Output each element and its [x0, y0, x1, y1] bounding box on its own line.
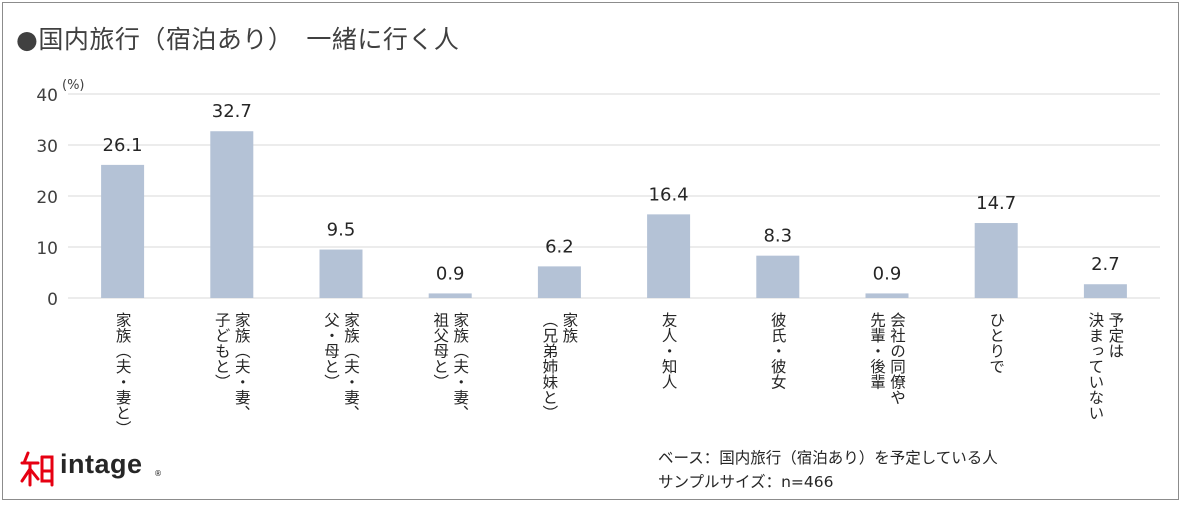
- bar: [101, 164, 145, 298]
- y-tick-label: 20: [36, 188, 58, 208]
- bar: [865, 293, 909, 298]
- y-tick-label: 30: [36, 137, 58, 157]
- data-label: 32.7: [212, 101, 252, 122]
- category-label: 会社の同僚や: [888, 312, 906, 406]
- intage-logo: intage ®: [18, 447, 168, 489]
- data-label: 0.9: [436, 263, 465, 284]
- bar: [319, 249, 363, 298]
- y-tick-label: 40: [36, 86, 58, 106]
- y-tick-label: 10: [36, 239, 58, 259]
- bar: [210, 131, 254, 298]
- category-label: 友人・知人: [660, 312, 678, 390]
- intage-logo-text: intage: [60, 449, 143, 479]
- bar: [428, 293, 472, 298]
- intage-logo-mark: ®: [154, 469, 162, 478]
- data-label: 14.7: [976, 193, 1016, 214]
- category-label: （兄弟姉妹と）: [540, 312, 558, 421]
- category-label: 決まっていない: [1086, 312, 1104, 421]
- category-label: 家族（夫・妻、: [342, 312, 360, 421]
- bar: [756, 255, 800, 298]
- footnote-sample: サンプルサイズ：n=466: [658, 473, 834, 491]
- data-label: 26.1: [103, 135, 143, 156]
- category-label: 先輩・後輩: [868, 312, 886, 390]
- category-label: 予定は: [1106, 312, 1124, 359]
- category-label: 父・母と）: [322, 312, 340, 390]
- category-label: 家族: [560, 312, 578, 344]
- data-label: 0.9: [873, 263, 902, 284]
- y-axis-unit: (%): [62, 78, 85, 93]
- category-label: 祖父母と）: [431, 312, 449, 390]
- bar: [974, 223, 1018, 298]
- category-label: 家族（夫・妻、: [233, 312, 251, 421]
- data-label: 2.7: [1091, 254, 1120, 275]
- data-label: 8.3: [763, 226, 792, 247]
- data-label: 9.5: [327, 220, 356, 241]
- category-label: 子どもと）: [213, 312, 231, 390]
- chart-title: ●国内旅行（宿泊あり） 一緒に行く人: [16, 25, 460, 54]
- category-label: 彼氏・彼女: [769, 312, 787, 390]
- intage-logo-icon: [20, 451, 54, 487]
- bar: [537, 266, 581, 298]
- y-tick-label: 0: [47, 290, 58, 310]
- bar: [647, 214, 691, 298]
- data-label: 6.2: [545, 236, 574, 257]
- bar: [1083, 284, 1127, 298]
- data-label: 16.4: [649, 184, 689, 205]
- category-label: ひとりで: [987, 312, 1005, 374]
- category-label: 家族（夫・妻、: [451, 312, 469, 421]
- category-label: 家族（夫・妻と）: [114, 312, 132, 436]
- footnote-base: ベース：国内旅行（宿泊あり）を予定している人: [658, 449, 998, 467]
